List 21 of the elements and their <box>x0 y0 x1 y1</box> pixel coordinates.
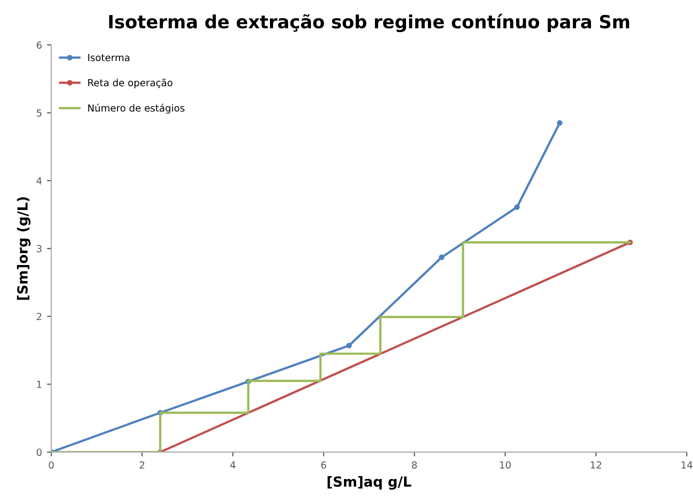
y-tick-label: 1 <box>37 380 42 388</box>
x-tick-label: 4 <box>230 461 236 469</box>
legend-label: Isoterma <box>88 54 130 62</box>
y-tick-label: 4 <box>36 177 42 184</box>
y-tick-label: 6 <box>36 41 42 49</box>
x-axis-title: [Sm]aq g/L <box>328 476 412 490</box>
x-tick-label: 0 <box>48 461 54 469</box>
y-tick-label: 5 <box>36 109 42 117</box>
legend-label: Número de estágios <box>88 104 184 114</box>
x-tick-label: 12 <box>590 461 602 469</box>
y-axis-title: [Sm]org (g/L) <box>16 197 31 300</box>
x-tick-label: 8 <box>412 461 417 469</box>
y-tick-label: 2 <box>36 312 42 320</box>
legend-label: Reta de operação <box>88 78 172 88</box>
y-tick-label: 3 <box>36 244 42 252</box>
x-tick-label: 6 <box>321 461 326 469</box>
x-tick-label: 2 <box>140 461 144 469</box>
x-tick-label: 10 <box>500 461 511 469</box>
chart-title: Isoterma de extração sob regime contínuo para Sm <box>109 14 630 32</box>
x-tick-label: 14 <box>682 461 692 469</box>
y-tick-label: 0 <box>36 448 42 456</box>
